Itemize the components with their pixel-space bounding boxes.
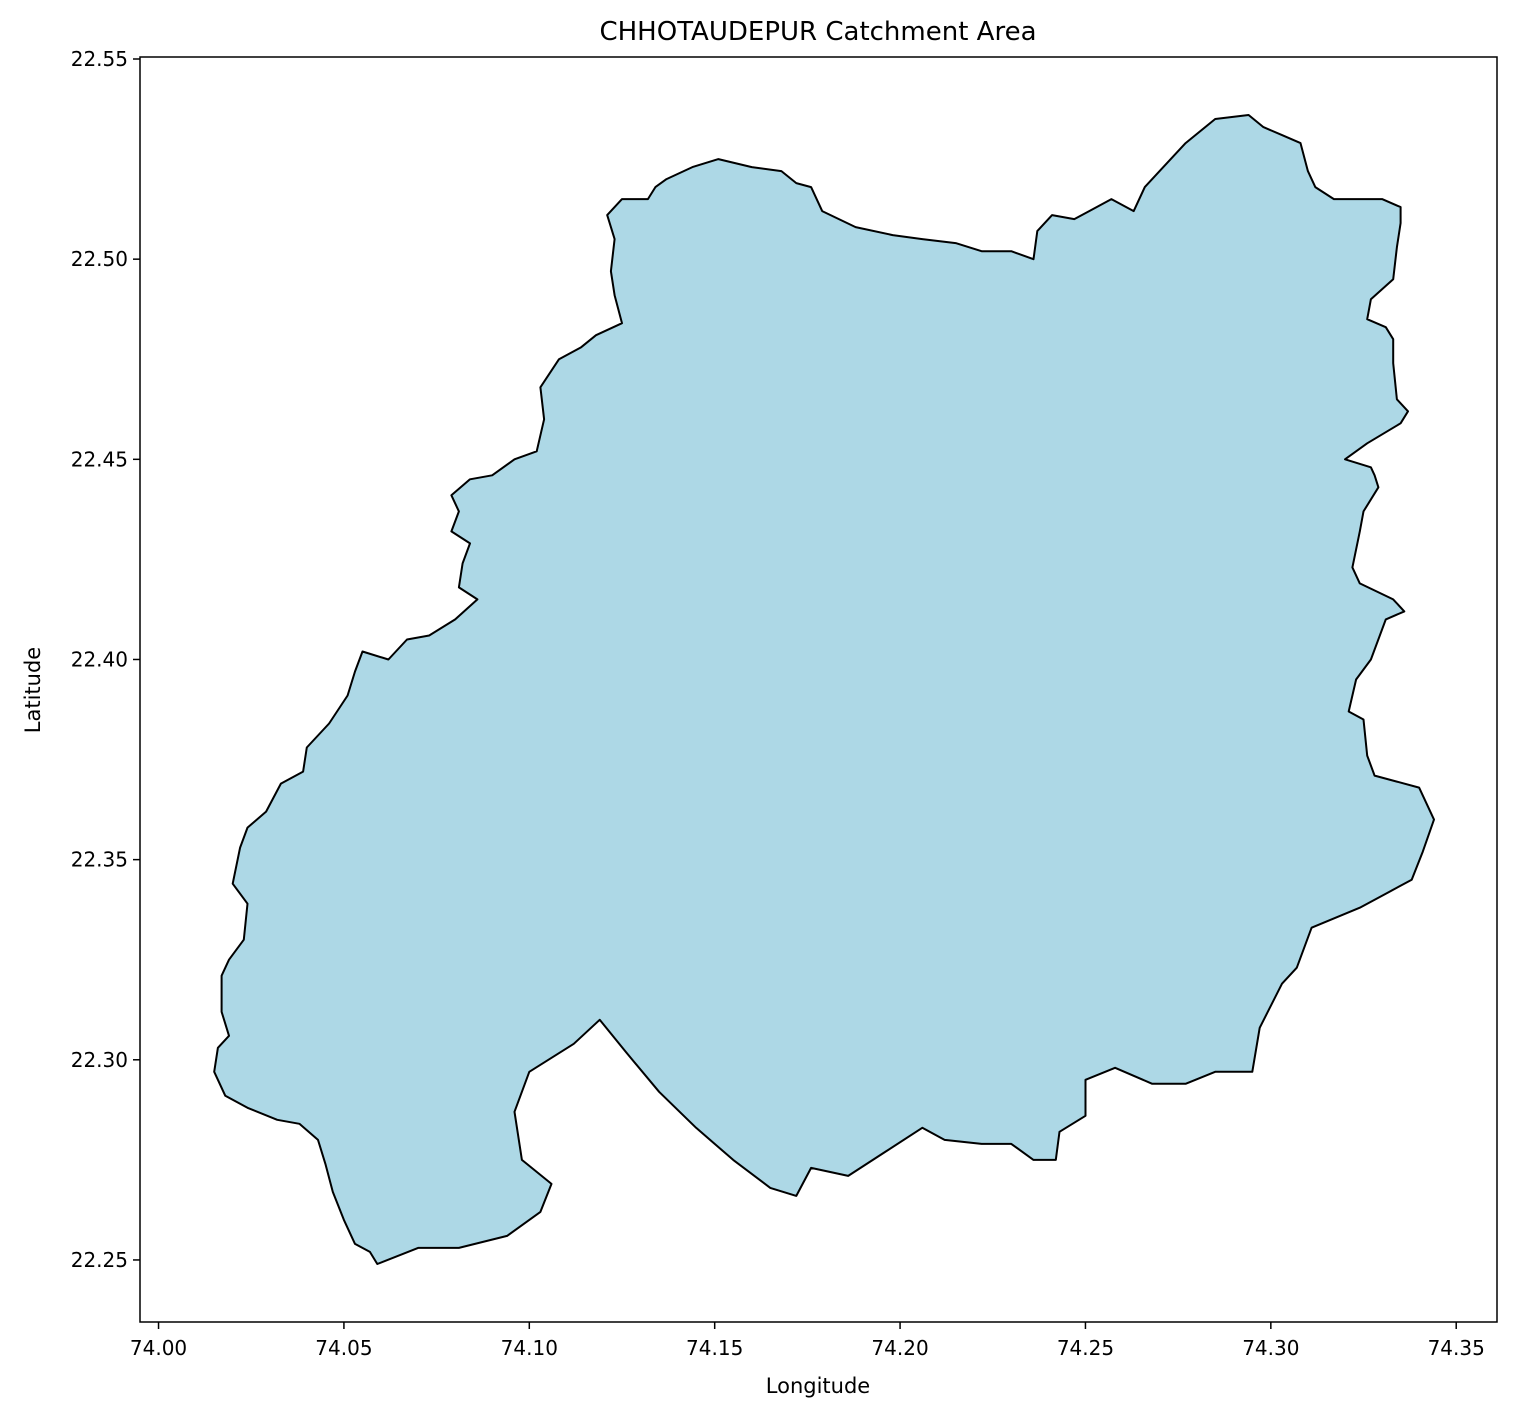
y-tick-label: 22.45 [71,447,128,471]
x-tick-label: 74.30 [1242,1336,1299,1360]
catchment-area-polygon [213,114,1435,1265]
plot-area [213,114,1435,1265]
axes-frame [139,56,1498,1323]
x-tick-label: 74.05 [315,1336,372,1360]
x-axis-ticks: 74.00 74.05 74.10 74.15 74.20 74.25 74.30 74.35 [130,1322,1485,1360]
y-tick-label: 22.50 [71,247,128,271]
y-tick-label: 22.30 [71,1048,128,1072]
x-axis-label: Longitude [766,1374,870,1398]
x-tick-label: 74.25 [1057,1336,1114,1360]
y-tick-label: 22.25 [71,1248,128,1272]
x-tick-label: 74.20 [871,1336,928,1360]
x-tick-label: 74.00 [130,1336,187,1360]
y-tick-label: 22.35 [71,848,128,872]
y-axis-label: Latitude [21,647,45,733]
x-tick-label: 74.15 [686,1336,743,1360]
x-tick-label: 74.35 [1428,1336,1485,1360]
y-tick-label: 22.40 [71,647,128,671]
y-axis-ticks: 22.25 22.30 22.35 22.40 22.45 22.50 22.55 [71,47,140,1272]
y-tick-label: 22.55 [71,47,128,71]
x-tick-label: 74.10 [501,1336,558,1360]
chart-title: CHHOTAUDEPUR Catchment Area [599,17,1036,47]
